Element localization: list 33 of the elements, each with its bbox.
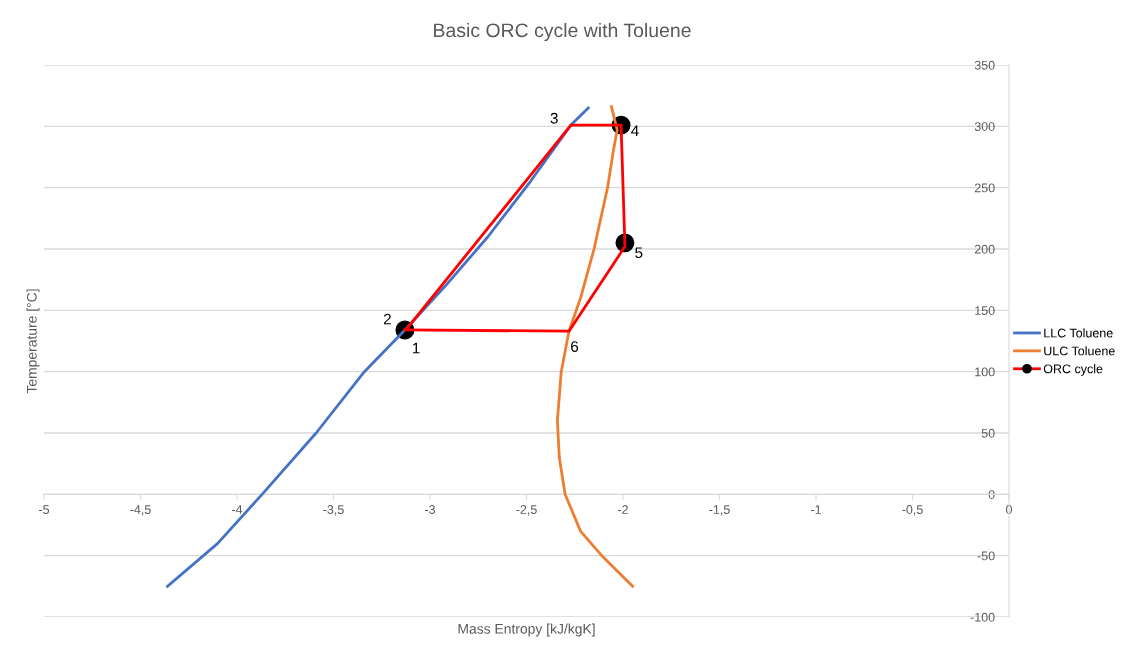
y-tick-label: 150 xyxy=(975,306,995,315)
annotation: 6 xyxy=(571,341,579,352)
y-tick-label: 200 xyxy=(974,244,995,254)
y-tick-label: -100 xyxy=(970,612,995,622)
x-tick-label: 0 xyxy=(1006,505,1012,514)
x-tick-label: -1,5 xyxy=(709,505,730,516)
annotation: 1 xyxy=(412,342,420,354)
chart-title: Basic ORC cycle with Toluene xyxy=(434,22,691,42)
x-tick-label: -0,5 xyxy=(902,505,923,516)
x-axis-title: Mass Entropy [kJ/kgK] xyxy=(458,623,595,637)
annotation: 3 xyxy=(550,112,558,124)
x-tick-label: -2,5 xyxy=(516,505,537,516)
x-tick-label: -3,5 xyxy=(323,505,344,516)
x-tick-label: -1 xyxy=(811,505,821,514)
x-tick-label: -4,5 xyxy=(130,505,151,516)
y-tick-label: 50 xyxy=(981,428,995,438)
x-tick-label: -5 xyxy=(39,505,50,514)
y-tick-label: 350 xyxy=(974,60,995,70)
x-tick-label: -3 xyxy=(425,505,436,514)
y-tick-label: 300 xyxy=(974,122,995,131)
y-tick-label: 250 xyxy=(974,183,995,193)
x-tick-label: -4 xyxy=(232,505,243,514)
annotation: 5 xyxy=(635,247,643,259)
legend-label: LLC Toluene xyxy=(1044,328,1113,338)
legend-label: ULC Toluene xyxy=(1044,346,1115,356)
y-axis-title: Temperature [°C] xyxy=(26,289,40,394)
line-series xyxy=(166,106,590,588)
legend-label: ORC cycle xyxy=(1043,364,1103,376)
annotation: 2 xyxy=(383,313,391,325)
annotation: 4 xyxy=(631,125,639,136)
x-tick-label: -2 xyxy=(618,505,628,514)
y-tick-label: 100 xyxy=(975,367,995,377)
y-tick-label: -50 xyxy=(977,551,995,561)
